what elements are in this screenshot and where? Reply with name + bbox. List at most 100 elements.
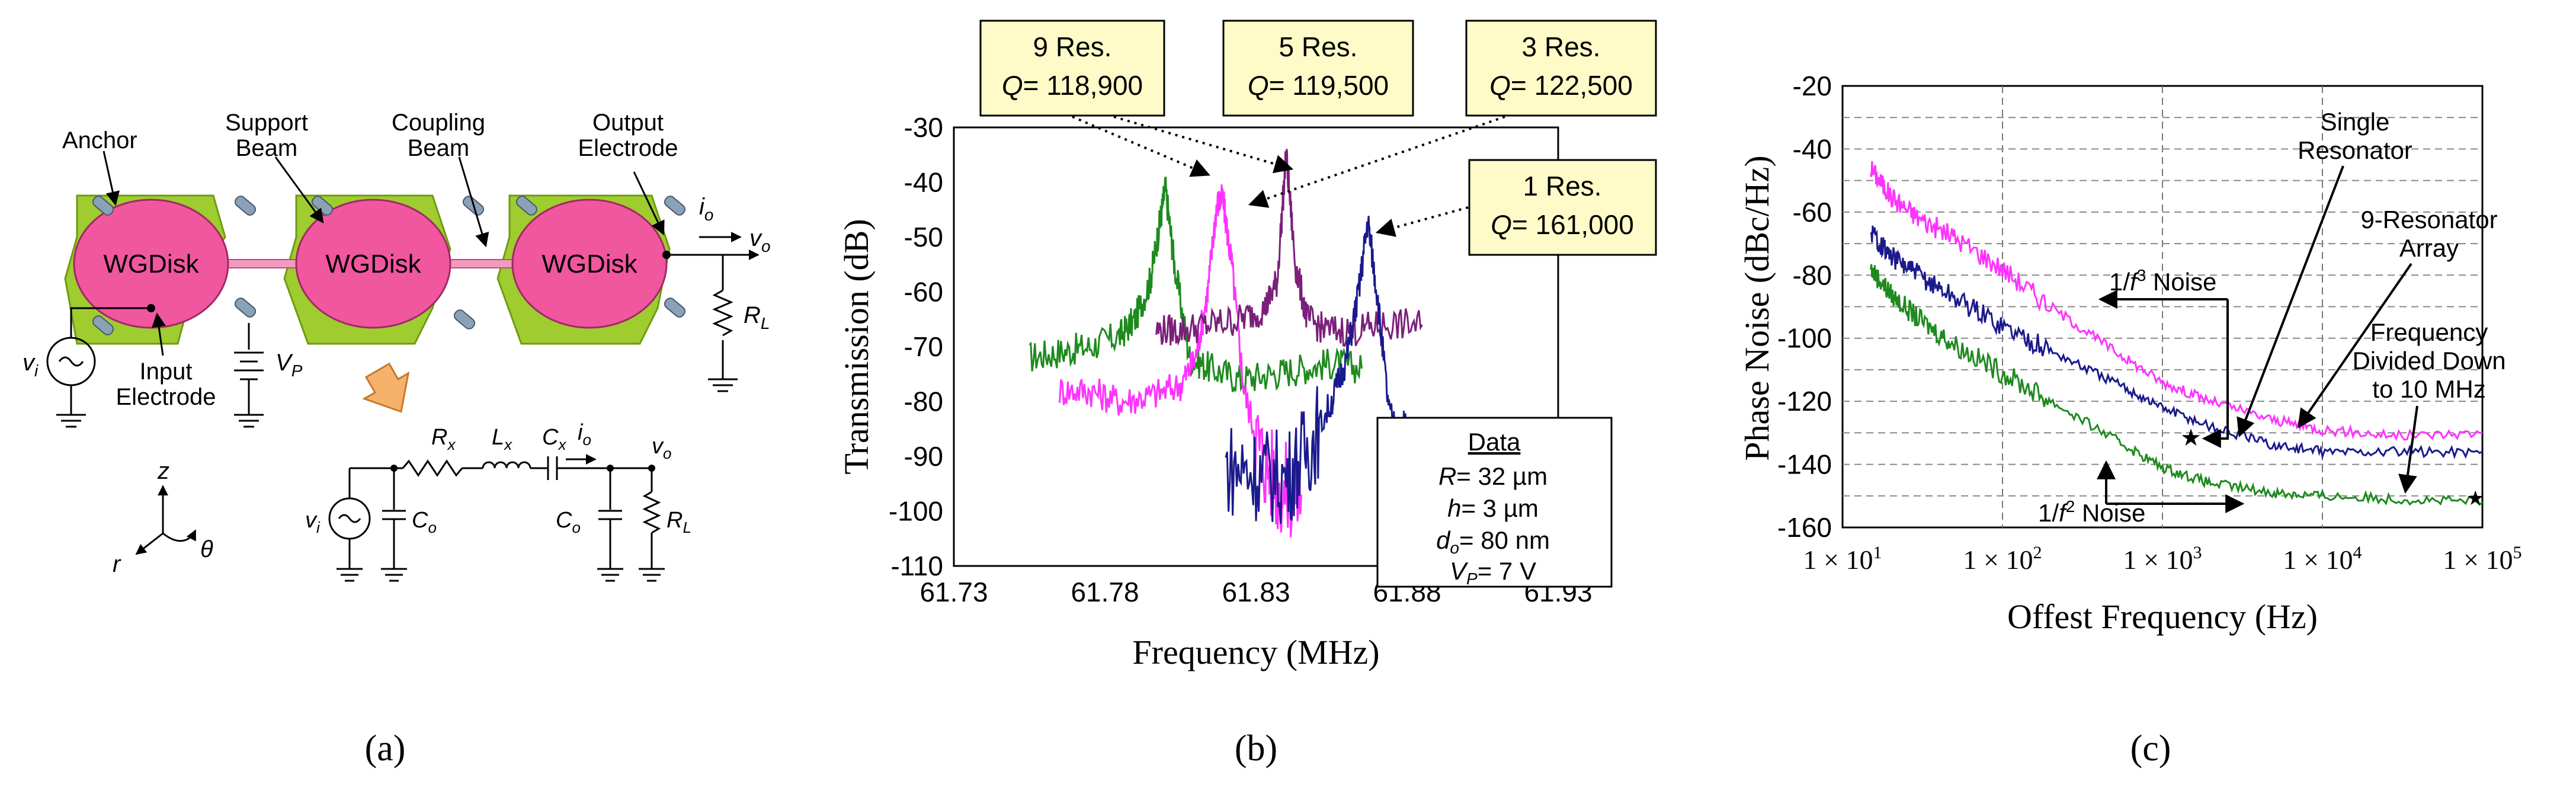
panel-label-b: (b) [1235, 728, 1277, 769]
panel-a-schematic: WGDisk WGDisk WGDisk Anchor Support Beam [23, 110, 771, 582]
callout-5-res-title: 5 Res. [1279, 31, 1358, 62]
one-over-f2-label: 1/f2 Noise [2038, 497, 2145, 527]
input-node-dot [147, 304, 155, 312]
circuit-node-dot [607, 465, 614, 472]
data-box-d: do= 80 nm [1436, 526, 1550, 557]
chart-c-ytick-label: -100 [1777, 323, 1832, 354]
rx-label: Rx [431, 425, 456, 453]
chart-c-xtick-label: 1 × 102 [1963, 543, 2042, 575]
chart-c-grid [1843, 86, 2482, 527]
chart-b-xtick-label: 61.78 [1071, 577, 1139, 607]
chart-b-ytick-label: -80 [904, 386, 943, 417]
circuit-node-dot [648, 465, 655, 472]
wgdisk-3-label: WGDisk [542, 249, 637, 279]
axis-theta-label: θ [200, 536, 213, 562]
callout-5-res: 5 Res. Q= 119,500 [1222, 20, 1414, 117]
chart-b-ytick-label: -70 [904, 331, 943, 362]
input-wiring [46, 232, 760, 428]
wgdisk-3 [511, 199, 668, 329]
chart-b-series-1 [1029, 177, 1363, 392]
callout-1-res: 1 Res. Q= 161,000 [1468, 159, 1657, 256]
coordinate-axes [135, 485, 197, 555]
chart-b-ytick-label: -60 [904, 277, 943, 308]
panel-label-c: (c) [2130, 728, 2171, 769]
callout-5-res-q: Q= 119,500 [1248, 70, 1389, 101]
star-marker-icon: ★ [2466, 487, 2484, 510]
chart-b-ytick-label: -50 [904, 222, 943, 252]
callout-9-res-q: Q= 118,900 [1002, 70, 1143, 101]
chart-c-y-ticks: -20 -40 -60 -80 -100 -120 -140 -160 [1777, 71, 1832, 543]
chart-c-xtick-label: 1 × 105 [2443, 543, 2522, 575]
callout-pointers [1072, 116, 1505, 237]
anchor-icon [453, 309, 476, 329]
input-electrode-label-1: Input [140, 359, 193, 385]
chart-c-ytick-label: -60 [1793, 197, 1832, 228]
star-marker-icon: ★ [2180, 425, 2202, 451]
chart-b-y-ticks: -30 -40 -50 -60 -70 -80 -90 -100 -110 [889, 112, 943, 581]
rl-label: RL [744, 302, 770, 332]
vi-label: vi [23, 350, 39, 380]
anchor-icon [515, 196, 538, 216]
data-box: Data R= 32 µm h= 3 µm do= 80 nm VP= 7 V [1376, 417, 1613, 588]
circuit-vo-label: vo [652, 434, 671, 462]
anchor-icon [664, 196, 686, 216]
circuit-co-label-1: Co [412, 508, 437, 536]
chart-b-ylabel: Transmission (dB) [837, 219, 876, 474]
chart-b-xlabel: Frequency (MHz) [1132, 633, 1379, 671]
chart-c-pointers [2097, 165, 2418, 513]
chart-b-xtick-label: 61.83 [1222, 577, 1290, 607]
axis-r-label: r [113, 551, 121, 577]
cx-label: Cx [542, 425, 566, 453]
array-label-2: Array [2399, 234, 2459, 262]
wgdisk-2 [295, 199, 451, 329]
array-label-1: 9-Resonator [2360, 206, 2497, 233]
equivalent-circuit [328, 454, 665, 582]
panel-label-a: (a) [365, 728, 406, 769]
chart-c-ytick-label: -40 [1793, 133, 1832, 164]
chart-b-series-3 [1155, 149, 1423, 347]
anchor-icon [92, 315, 114, 335]
input-electrode-label-2: Electrode [116, 384, 216, 410]
chart-c-xtick-label: 1 × 101 [1803, 543, 1882, 575]
single-resonator-label-2: Resonator [2298, 136, 2412, 164]
callout-9-res-title: 9 Res. [1033, 31, 1112, 62]
vo-label: vo [749, 225, 771, 255]
callout-1-res-title: 1 Res. [1523, 171, 1602, 201]
output-node-dot [662, 251, 671, 259]
vp-label: VP [275, 350, 303, 380]
chart-b-ytick-label: -40 [904, 167, 943, 198]
callout-3-res-title: 3 Res. [1522, 31, 1601, 62]
support-beam-label-1: Support [225, 110, 308, 136]
anchor-label: Anchor [62, 127, 137, 153]
down-arrow-icon [362, 362, 410, 413]
chart-c-series [1870, 161, 2483, 506]
anchor-icon [234, 297, 257, 318]
freq-divided-label-1: Frequency [2370, 318, 2488, 346]
data-box-h: h= 3 µm [1447, 494, 1539, 522]
one-over-f3-label: 1/f3 Noise [2109, 266, 2216, 296]
circuit-node-dot [390, 465, 398, 472]
chart-b-ytick-label: -100 [889, 496, 943, 527]
circuit-co-label-2: Co [556, 508, 581, 536]
freq-divided-label-3: to 10 MHz [2372, 375, 2485, 403]
chart-b-ytick-label: -110 [890, 551, 943, 581]
chart-c-ylabel: Phase Noise (dBc/Hz) [1738, 155, 1776, 460]
chart-c-annotations: Single Resonator 9-Resonator Array Frequ… [2038, 108, 2506, 527]
chart-c-series-2 [1870, 225, 2483, 460]
chart-c-ytick-label: -80 [1793, 260, 1832, 290]
panel-b-chart: -30 -40 -50 -60 -70 -80 -90 -100 -110 61.73 61.78… [837, 20, 1657, 671]
io-label: io [699, 194, 713, 224]
chart-c-series-1 [1870, 161, 2483, 442]
chart-b-ytick-label: -30 [904, 112, 943, 143]
wgdisk-1-label: WGDisk [103, 249, 199, 279]
chart-c-xtick-label: 1 × 104 [2283, 543, 2362, 575]
chart-c-ytick-label: -160 [1777, 512, 1832, 543]
callout-1-res-q: Q= 161,000 [1491, 209, 1634, 240]
chart-c-ytick-label: -20 [1793, 71, 1832, 101]
chart-c-ytick-label: -120 [1777, 386, 1832, 417]
chart-b-xtick-label: 61.73 [919, 577, 988, 607]
coupling-beam-label-1: Coupling [392, 110, 485, 136]
output-electrode-label-2: Electrode [578, 135, 678, 161]
coupling-beam-label-2: Beam [408, 135, 470, 161]
callout-3-res: 3 Res. Q= 122,500 [1465, 20, 1657, 117]
